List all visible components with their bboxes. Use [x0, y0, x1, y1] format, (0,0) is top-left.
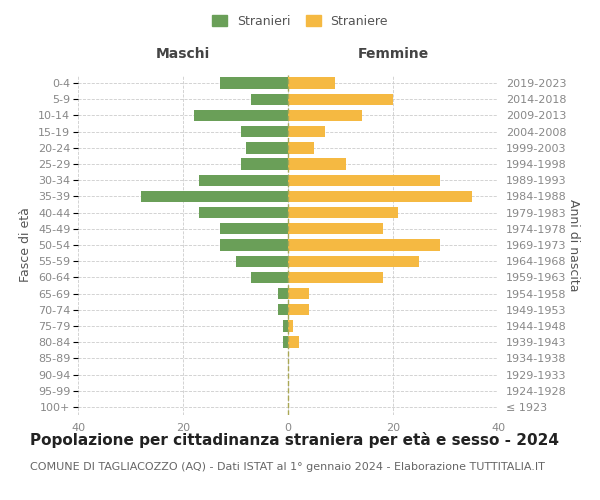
- Bar: [277, 288, 288, 299]
- Bar: [141, 191, 288, 202]
- Bar: [288, 110, 361, 121]
- Bar: [288, 142, 314, 154]
- Bar: [288, 94, 393, 105]
- Bar: [220, 240, 288, 250]
- Bar: [288, 158, 346, 170]
- Bar: [277, 304, 288, 316]
- Bar: [241, 126, 288, 138]
- Text: Femmine: Femmine: [358, 48, 428, 62]
- Bar: [220, 223, 288, 234]
- Bar: [288, 207, 398, 218]
- Bar: [288, 126, 325, 138]
- Bar: [241, 158, 288, 170]
- Text: Maschi: Maschi: [156, 48, 210, 62]
- Bar: [288, 304, 309, 316]
- Bar: [288, 174, 440, 186]
- Bar: [288, 256, 419, 267]
- Bar: [235, 256, 288, 267]
- Text: COMUNE DI TAGLIACOZZO (AQ) - Dati ISTAT al 1° gennaio 2024 - Elaborazione TUTTIT: COMUNE DI TAGLIACOZZO (AQ) - Dati ISTAT …: [30, 462, 545, 472]
- Bar: [288, 336, 299, 348]
- Bar: [251, 94, 288, 105]
- Bar: [220, 78, 288, 89]
- Bar: [251, 272, 288, 283]
- Bar: [283, 320, 288, 332]
- Bar: [288, 78, 335, 89]
- Bar: [288, 240, 440, 250]
- Bar: [246, 142, 288, 154]
- Bar: [288, 320, 293, 332]
- Bar: [193, 110, 288, 121]
- Text: Popolazione per cittadinanza straniera per età e sesso - 2024: Popolazione per cittadinanza straniera p…: [30, 432, 559, 448]
- Bar: [199, 207, 288, 218]
- Bar: [288, 272, 383, 283]
- Bar: [199, 174, 288, 186]
- Bar: [288, 223, 383, 234]
- Y-axis label: Fasce di età: Fasce di età: [19, 208, 32, 282]
- Y-axis label: Anni di nascita: Anni di nascita: [567, 198, 580, 291]
- Bar: [288, 191, 472, 202]
- Legend: Stranieri, Straniere: Stranieri, Straniere: [208, 11, 392, 32]
- Bar: [288, 288, 309, 299]
- Bar: [283, 336, 288, 348]
